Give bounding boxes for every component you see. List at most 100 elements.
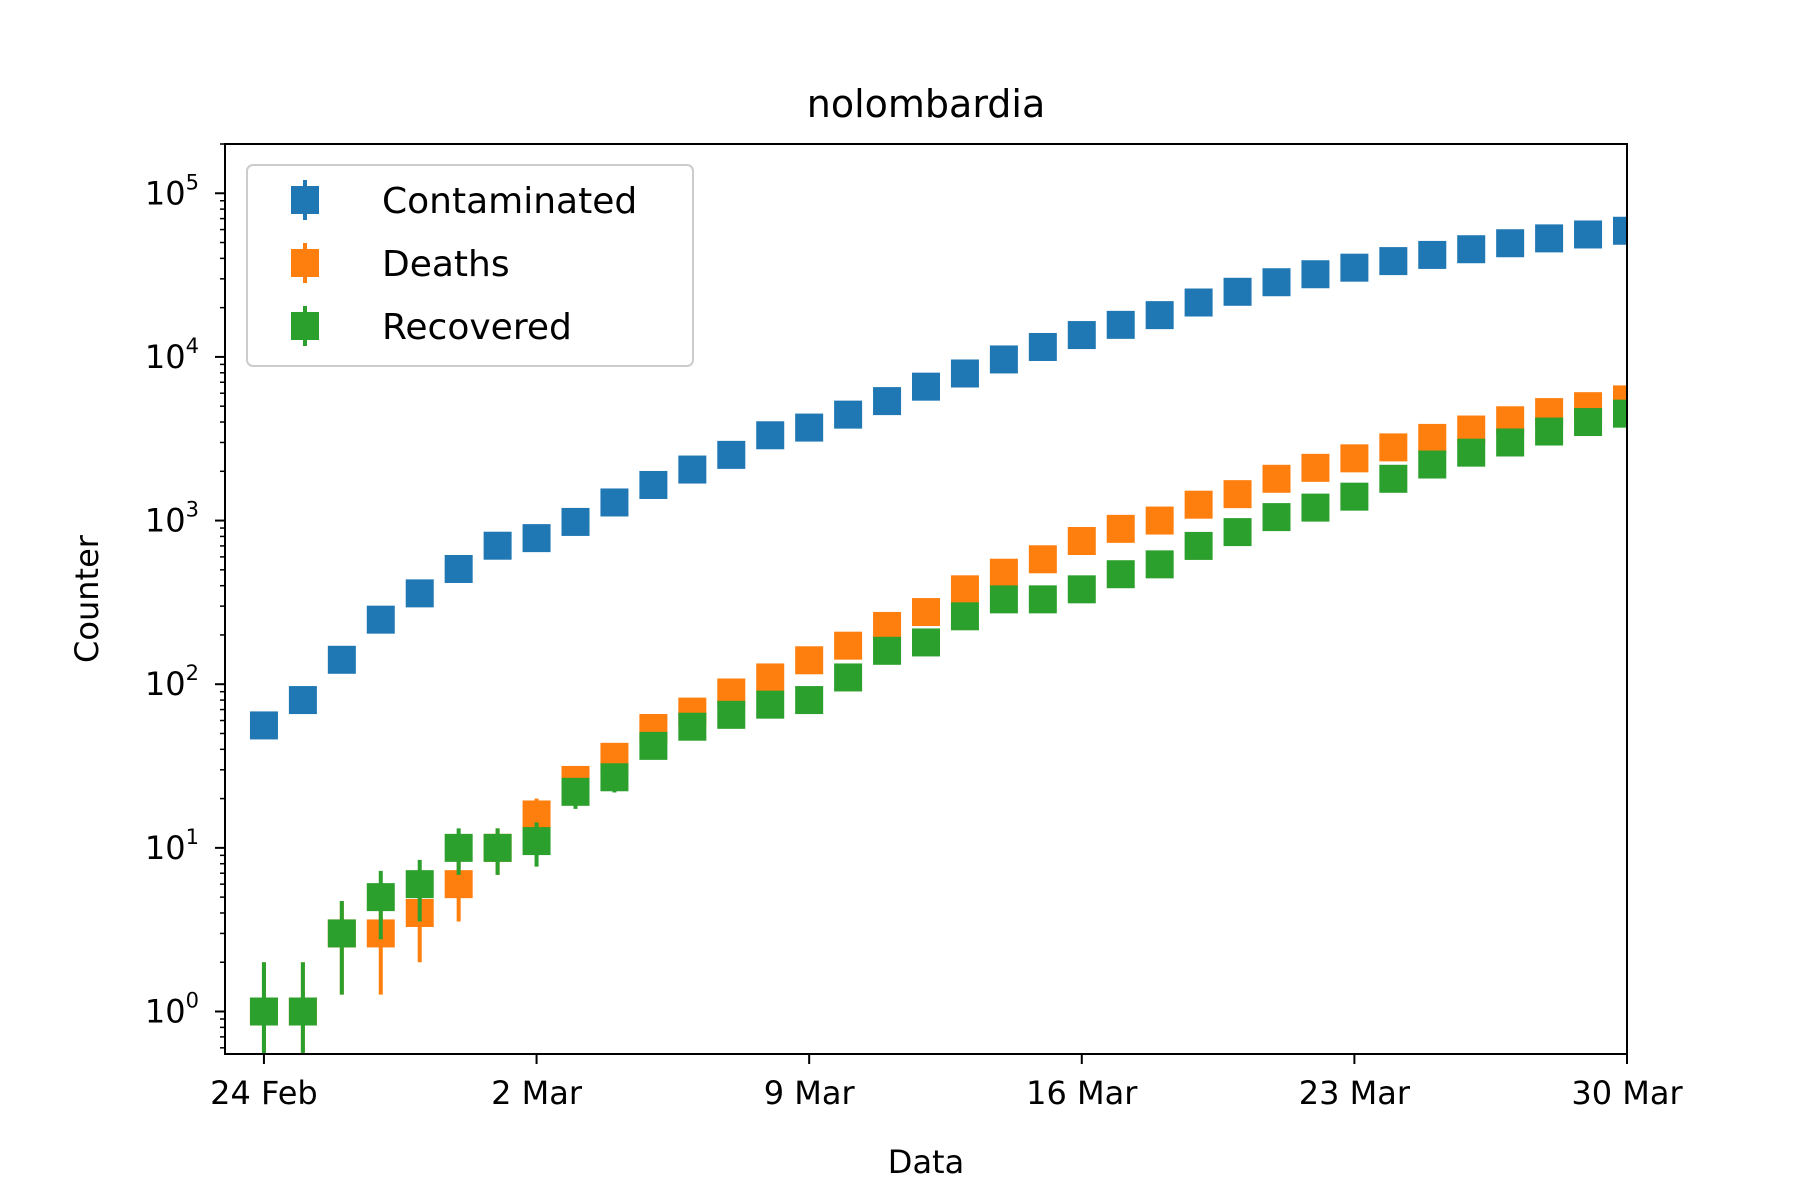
data-point — [561, 777, 590, 806]
legend-item-recovered: Recovered — [291, 306, 572, 348]
data-point — [1067, 527, 1096, 556]
data-point — [1028, 332, 1057, 361]
x-tick-label: 30 Mar — [1571, 1074, 1683, 1112]
data-point — [950, 575, 979, 604]
legend-label: Recovered — [382, 307, 572, 348]
data-point — [483, 833, 512, 862]
legend-item-deaths: Deaths — [291, 243, 510, 285]
data-point — [405, 870, 434, 899]
data-point — [717, 440, 746, 469]
data-point — [1223, 277, 1252, 306]
data-point — [1613, 216, 1627, 245]
data-point — [1301, 260, 1330, 289]
data-point — [873, 636, 902, 665]
data-point — [717, 700, 746, 729]
series-recovered — [249, 399, 1627, 1054]
data-point — [1184, 531, 1213, 560]
data-point — [600, 763, 629, 792]
data-point — [483, 531, 512, 560]
data-point — [1145, 506, 1174, 535]
data-point — [522, 524, 551, 553]
data-point — [1496, 229, 1525, 258]
x-tick-label: 2 Mar — [491, 1074, 583, 1112]
data-point — [1067, 575, 1096, 604]
data-point — [1613, 399, 1627, 428]
data-point — [444, 554, 473, 583]
data-point — [1301, 493, 1330, 522]
data-point — [795, 646, 824, 675]
legend-marker — [291, 312, 319, 340]
data-point — [1223, 480, 1252, 509]
data-point — [873, 611, 902, 640]
data-point — [756, 690, 785, 719]
data-point — [1067, 321, 1096, 350]
x-tick-label: 16 Mar — [1026, 1074, 1138, 1112]
data-point — [795, 413, 824, 442]
legend-label: Contaminated — [382, 181, 637, 222]
data-point — [1145, 301, 1174, 330]
data-point — [1028, 545, 1057, 574]
data-point — [1301, 453, 1330, 482]
data-point — [1184, 288, 1213, 317]
data-point — [1379, 247, 1408, 276]
data-point — [950, 359, 979, 388]
legend-label: Deaths — [382, 244, 510, 285]
data-point — [1262, 268, 1291, 297]
data-point — [989, 345, 1018, 374]
data-point — [366, 605, 395, 634]
data-point — [249, 711, 278, 740]
data-point — [1340, 444, 1369, 473]
data-point — [1574, 220, 1603, 249]
data-point — [1028, 585, 1057, 614]
data-point — [1262, 464, 1291, 493]
data-point — [912, 598, 940, 627]
data-point — [1535, 417, 1564, 446]
data-point — [1106, 310, 1135, 339]
data-point — [950, 602, 979, 631]
data-point — [989, 558, 1018, 587]
data-point — [873, 387, 902, 416]
data-point — [756, 421, 785, 450]
data-point — [1379, 433, 1408, 462]
data-point — [1340, 482, 1369, 511]
axis-ticks: 24 Feb 2 Mar 9 Mar 16 Mar 23 Mar 30 Mar 100 101… — [145, 143, 1683, 1112]
data-point — [561, 507, 590, 536]
legend-frame — [246, 164, 694, 367]
data-point — [1106, 560, 1135, 589]
data-point — [756, 663, 785, 692]
data-point — [405, 579, 434, 608]
data-point — [288, 997, 317, 1026]
data-point — [327, 919, 356, 948]
legend-marker — [291, 249, 319, 277]
data-point — [366, 883, 395, 912]
data-point — [1574, 408, 1603, 437]
data-point — [522, 827, 551, 856]
data-point — [1457, 438, 1486, 467]
data-point — [834, 631, 863, 660]
data-point — [678, 712, 707, 741]
chart-title: nolombardia — [807, 82, 1045, 126]
x-tick-label: 9 Mar — [764, 1074, 856, 1112]
data-point — [1379, 464, 1408, 493]
data-point — [1418, 450, 1447, 479]
y-tick-label: 102 — [145, 661, 199, 703]
data-point — [834, 663, 863, 692]
y-tick-label: 104 — [145, 334, 199, 376]
data-point — [639, 731, 668, 760]
data-point — [1184, 490, 1213, 519]
data-point — [1223, 518, 1252, 547]
data-point — [1262, 503, 1291, 532]
data-point — [912, 628, 940, 657]
data-marks — [249, 216, 1627, 1054]
data-point — [1145, 550, 1174, 579]
y-tick-label: 101 — [145, 825, 199, 867]
data-point — [834, 400, 863, 429]
data-point — [444, 833, 473, 862]
data-point — [1106, 514, 1135, 543]
data-point — [1535, 224, 1564, 253]
x-axis-label: Data — [888, 1143, 964, 1181]
y-tick-label: 103 — [145, 498, 199, 540]
data-point — [1457, 235, 1486, 264]
legend-marker — [291, 186, 319, 214]
